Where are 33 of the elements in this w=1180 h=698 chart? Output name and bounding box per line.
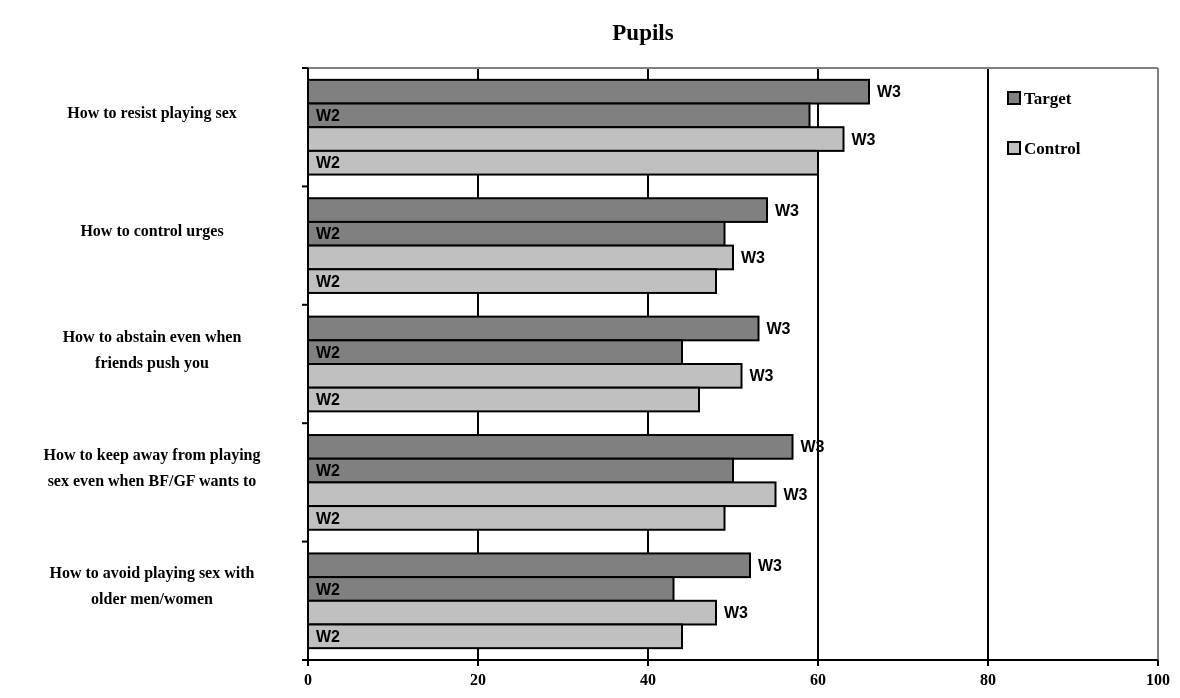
data-label: W2	[316, 627, 341, 645]
chart-title: Pupils	[612, 20, 674, 45]
data-label: W2	[316, 580, 341, 598]
y-tick-label: How to avoid playing sex with older men/women	[49, 564, 255, 608]
data-label: W3	[758, 556, 783, 574]
data-label: W3	[766, 320, 791, 338]
data-label: W3	[877, 83, 902, 101]
data-label: W2	[316, 106, 341, 124]
x-tick-label: 60	[810, 671, 826, 688]
data-label: W3	[749, 367, 774, 385]
x-tick-label: 100	[1146, 671, 1170, 688]
data-label: W2	[316, 509, 341, 527]
data-label: W2	[316, 462, 341, 480]
y-tick-label: How to control urges	[80, 222, 224, 241]
data-label: W3	[783, 485, 808, 503]
data-label: W2	[316, 272, 341, 290]
x-tick-label: 20	[470, 671, 486, 688]
y-tick-label: How to keep away from playing sex even when BF/GF wants to	[43, 446, 261, 489]
data-label: W2	[316, 225, 341, 243]
data-label: W3	[775, 201, 800, 219]
y-tick-label: How to resist playing sex	[67, 103, 237, 122]
x-tick-label: 80	[980, 671, 996, 688]
data-label: W2	[316, 154, 341, 172]
data-label: W3	[741, 249, 766, 267]
data-label: W2	[316, 391, 341, 409]
legend-label: Control	[1024, 138, 1081, 158]
data-label: W3	[724, 604, 749, 622]
x-tick-label: 40	[640, 671, 656, 688]
x-tick-label: 0	[304, 671, 312, 688]
data-label: W2	[316, 343, 341, 361]
data-label: W3	[851, 130, 876, 148]
legend-label: Target	[1024, 88, 1072, 108]
y-tick-label: How to abstain even when friends push you	[62, 327, 242, 372]
